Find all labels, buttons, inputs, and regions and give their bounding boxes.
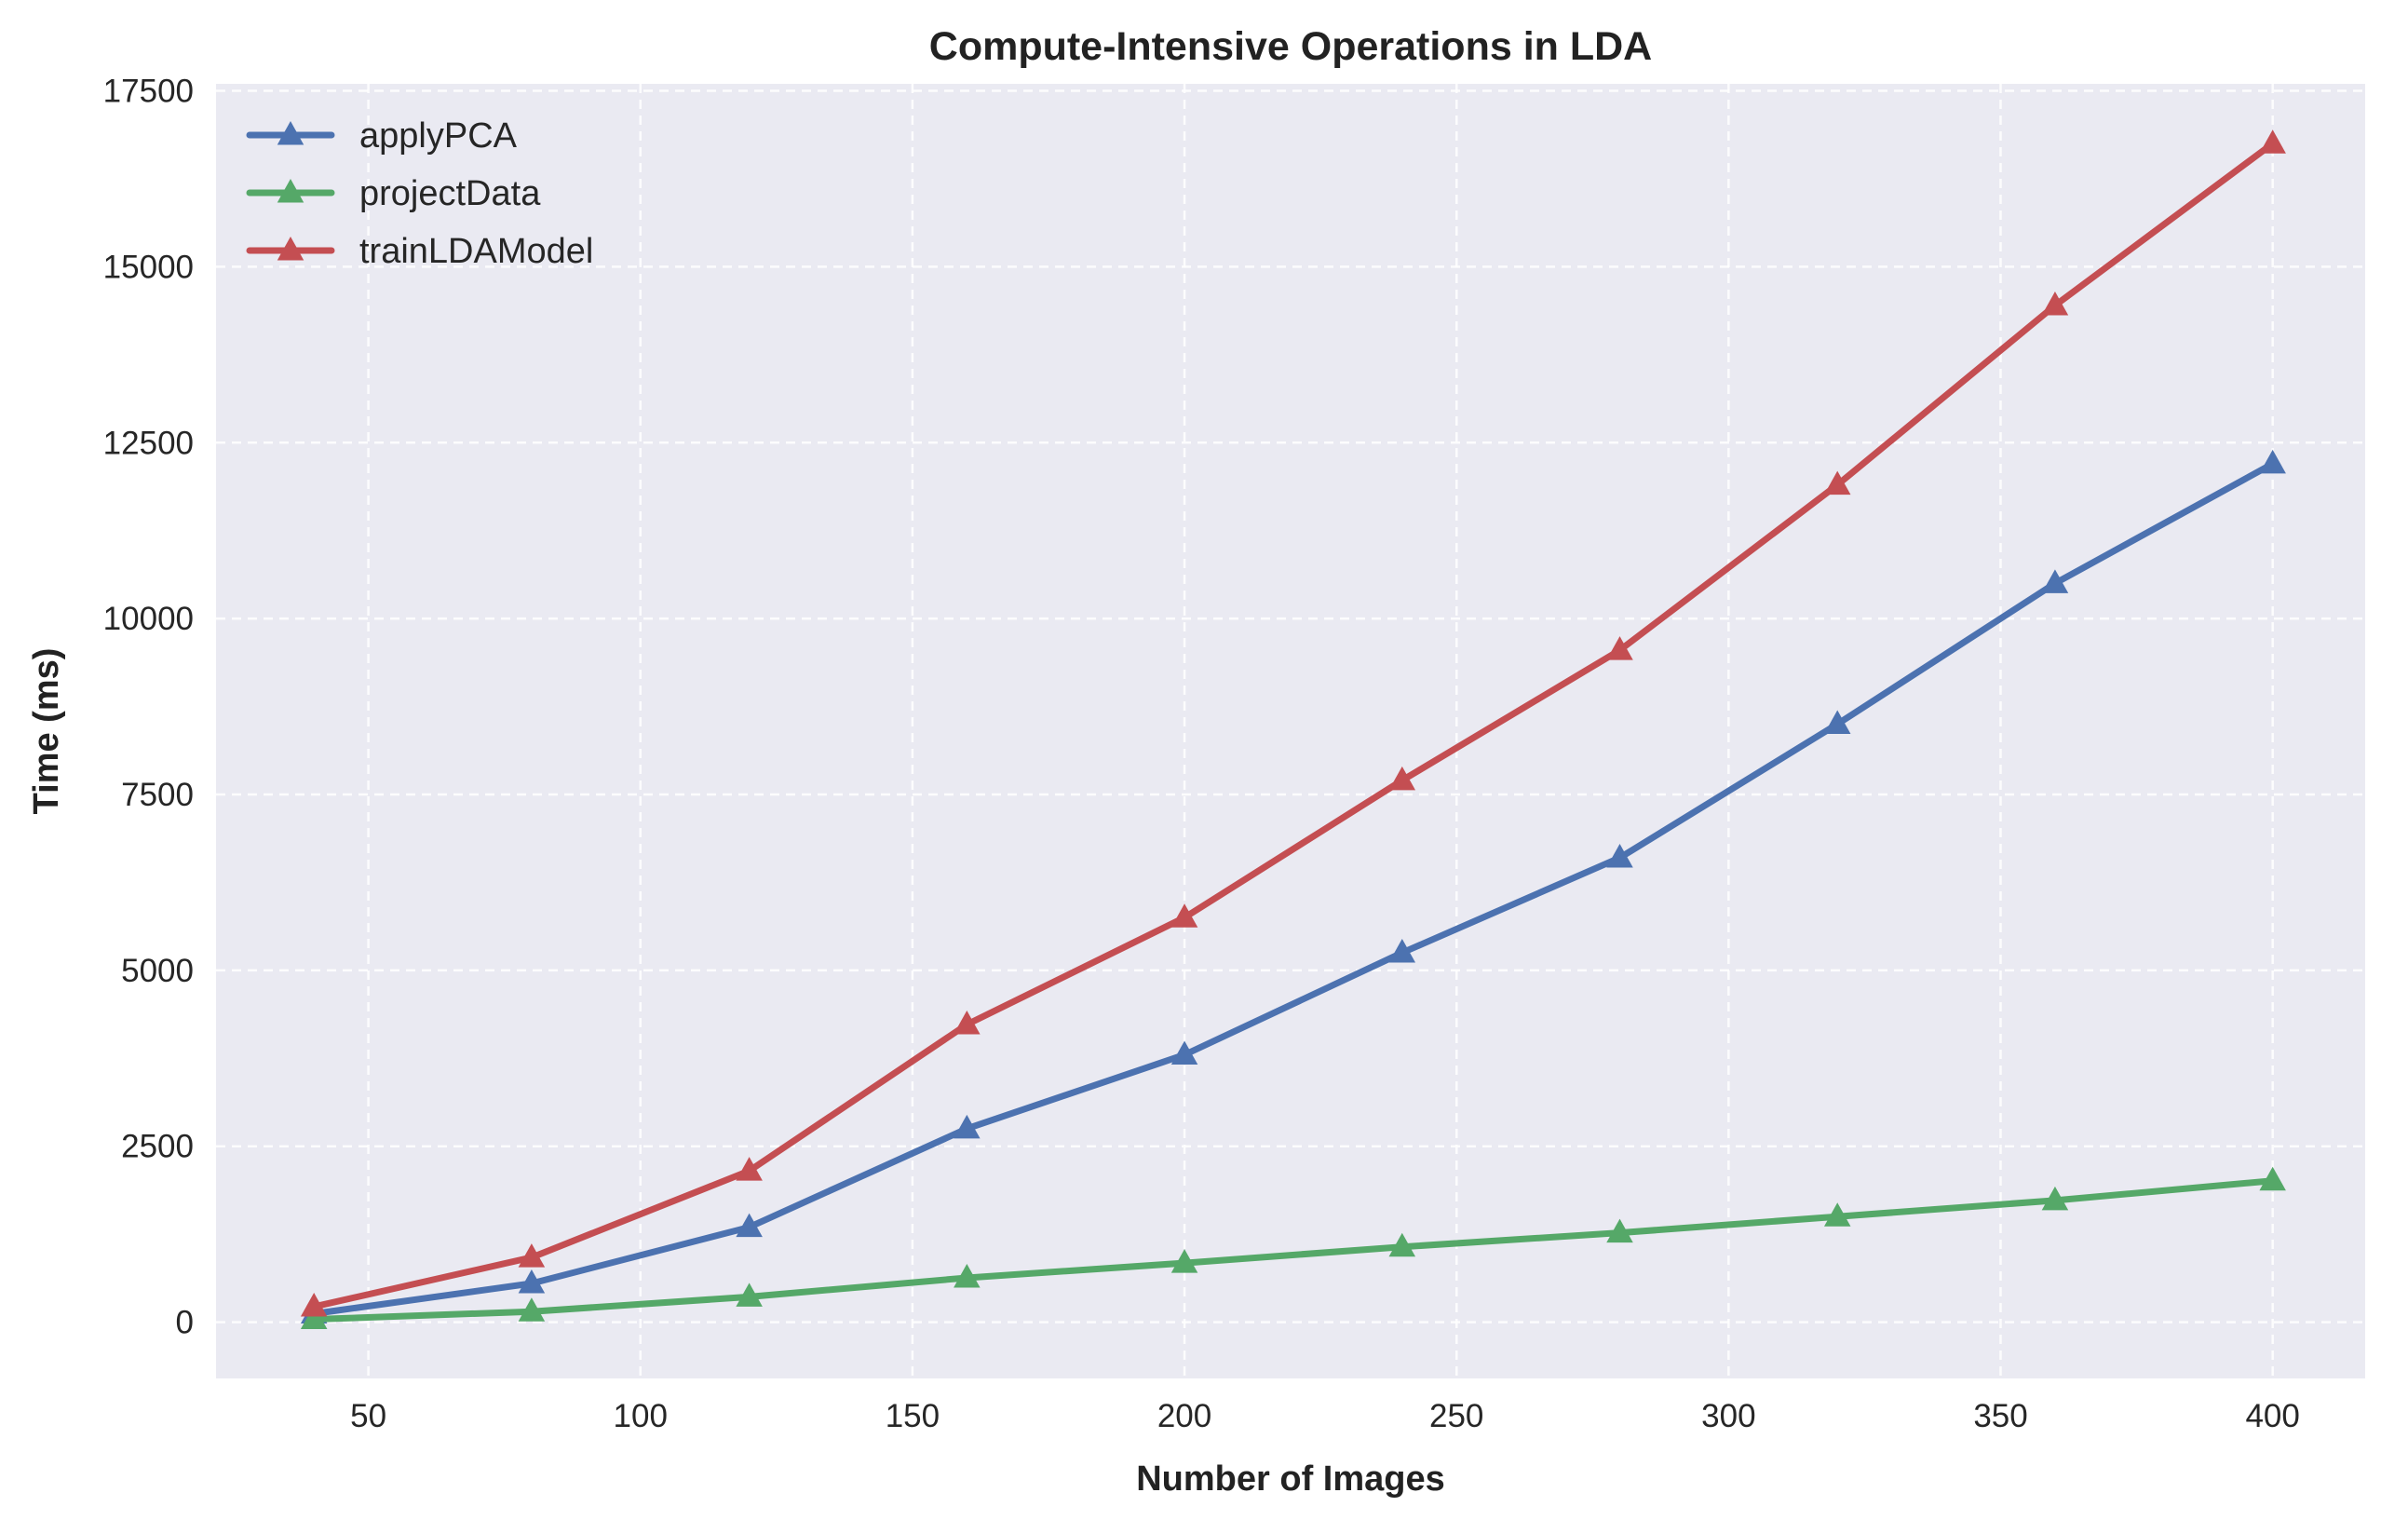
x-tick-label-350: 350	[1973, 1398, 2027, 1434]
data-point-projectData-120	[736, 1282, 763, 1307]
legend-item-trainLDAModel: trainLDAModel	[246, 232, 593, 271]
legend-label-projectData: projectData	[359, 174, 541, 213]
data-point-applyPCA-400	[2259, 449, 2286, 474]
data-point-trainLDAModel-240	[1388, 766, 1416, 791]
y-axis-ticks: 0 2500 5000 7500 10000 12500 15000 17500	[103, 74, 194, 1341]
y-axis-label: Time (ms)	[27, 648, 66, 815]
legend-marker-projectData	[277, 179, 304, 203]
data-point-projectData-160	[954, 1263, 981, 1288]
data-point-projectData-200	[1170, 1249, 1198, 1273]
data-point-projectData-320	[1823, 1202, 1851, 1227]
x-tick-label-100: 100	[614, 1398, 668, 1434]
series-line-trainLDAModel	[310, 140, 2277, 1310]
x-axis-label: Number of Images	[1136, 1459, 1445, 1499]
series-line-projectData	[310, 1177, 2277, 1323]
data-point-projectData-360	[2041, 1186, 2069, 1211]
data-point-trainLDAModel-200	[1170, 903, 1198, 928]
series-line-applyPCA	[310, 460, 2277, 1317]
x-tick-label-300: 300	[1701, 1398, 1755, 1434]
data-point-projectData-280	[1606, 1218, 1633, 1243]
legend-label-applyPCA: applyPCA	[359, 116, 518, 156]
x-tick-label-250: 250	[1429, 1398, 1483, 1434]
x-tick-label-400: 400	[2245, 1398, 2299, 1434]
data-point-projectData-240	[1388, 1232, 1416, 1257]
data-point-trainLDAModel-360	[2041, 291, 2069, 316]
legend-marker-trainLDAModel	[277, 237, 304, 261]
data-point-trainLDAModel-280	[1606, 636, 1633, 660]
y-tick-label-15000: 15000	[103, 249, 194, 285]
chart-title: Compute-Intensive Operations in LDA	[929, 24, 1652, 69]
data-point-trainLDAModel-80	[518, 1243, 546, 1268]
data-point-trainLDAModel-120	[736, 1157, 763, 1181]
data-point-projectData-80	[518, 1297, 546, 1322]
y-tick-label-10000: 10000	[103, 601, 194, 637]
data-point-applyPCA-80	[518, 1269, 546, 1294]
data-point-trainLDAModel-400	[2259, 129, 2286, 154]
y-tick-label-12500: 12500	[103, 425, 194, 461]
y-tick-label-2500: 2500	[121, 1129, 194, 1165]
data-point-applyPCA-280	[1606, 843, 1633, 868]
legend: applyPCA projectData trainLDAModel	[246, 116, 593, 271]
series-projectData	[300, 1166, 2286, 1330]
y-tick-label-17500: 17500	[103, 74, 194, 110]
data-point-trainLDAModel-40	[300, 1292, 328, 1317]
data-point-applyPCA-360	[2041, 569, 2069, 593]
legend-label-trainLDAModel: trainLDAModel	[359, 232, 593, 271]
y-tick-label-5000: 5000	[121, 953, 194, 989]
data-point-projectData-400	[2259, 1166, 2286, 1191]
data-point-trainLDAModel-320	[1823, 470, 1851, 495]
x-axis-ticks: 50 100 150 200 250 300 350 400	[350, 1398, 2300, 1434]
x-tick-label-50: 50	[350, 1398, 386, 1434]
plot-area	[216, 84, 2365, 1378]
data-point-applyPCA-320	[1823, 710, 1851, 734]
data-point-applyPCA-160	[954, 1114, 981, 1139]
y-tick-label-0: 0	[176, 1305, 194, 1341]
legend-marker-applyPCA	[277, 121, 304, 145]
legend-item-applyPCA: applyPCA	[246, 116, 518, 156]
y-tick-label-7500: 7500	[121, 777, 194, 813]
series-trainLDAModel	[300, 129, 2286, 1317]
series-group	[300, 129, 2286, 1330]
data-point-applyPCA-240	[1388, 938, 1416, 963]
grid	[216, 84, 2365, 1378]
legend-item-projectData: projectData	[246, 174, 541, 213]
data-point-applyPCA-200	[1170, 1040, 1198, 1065]
data-point-applyPCA-120	[736, 1213, 763, 1238]
data-point-trainLDAModel-160	[954, 1011, 981, 1035]
x-tick-label-150: 150	[886, 1398, 940, 1434]
x-tick-label-200: 200	[1157, 1398, 1211, 1434]
data-point-projectData-40	[300, 1305, 328, 1330]
